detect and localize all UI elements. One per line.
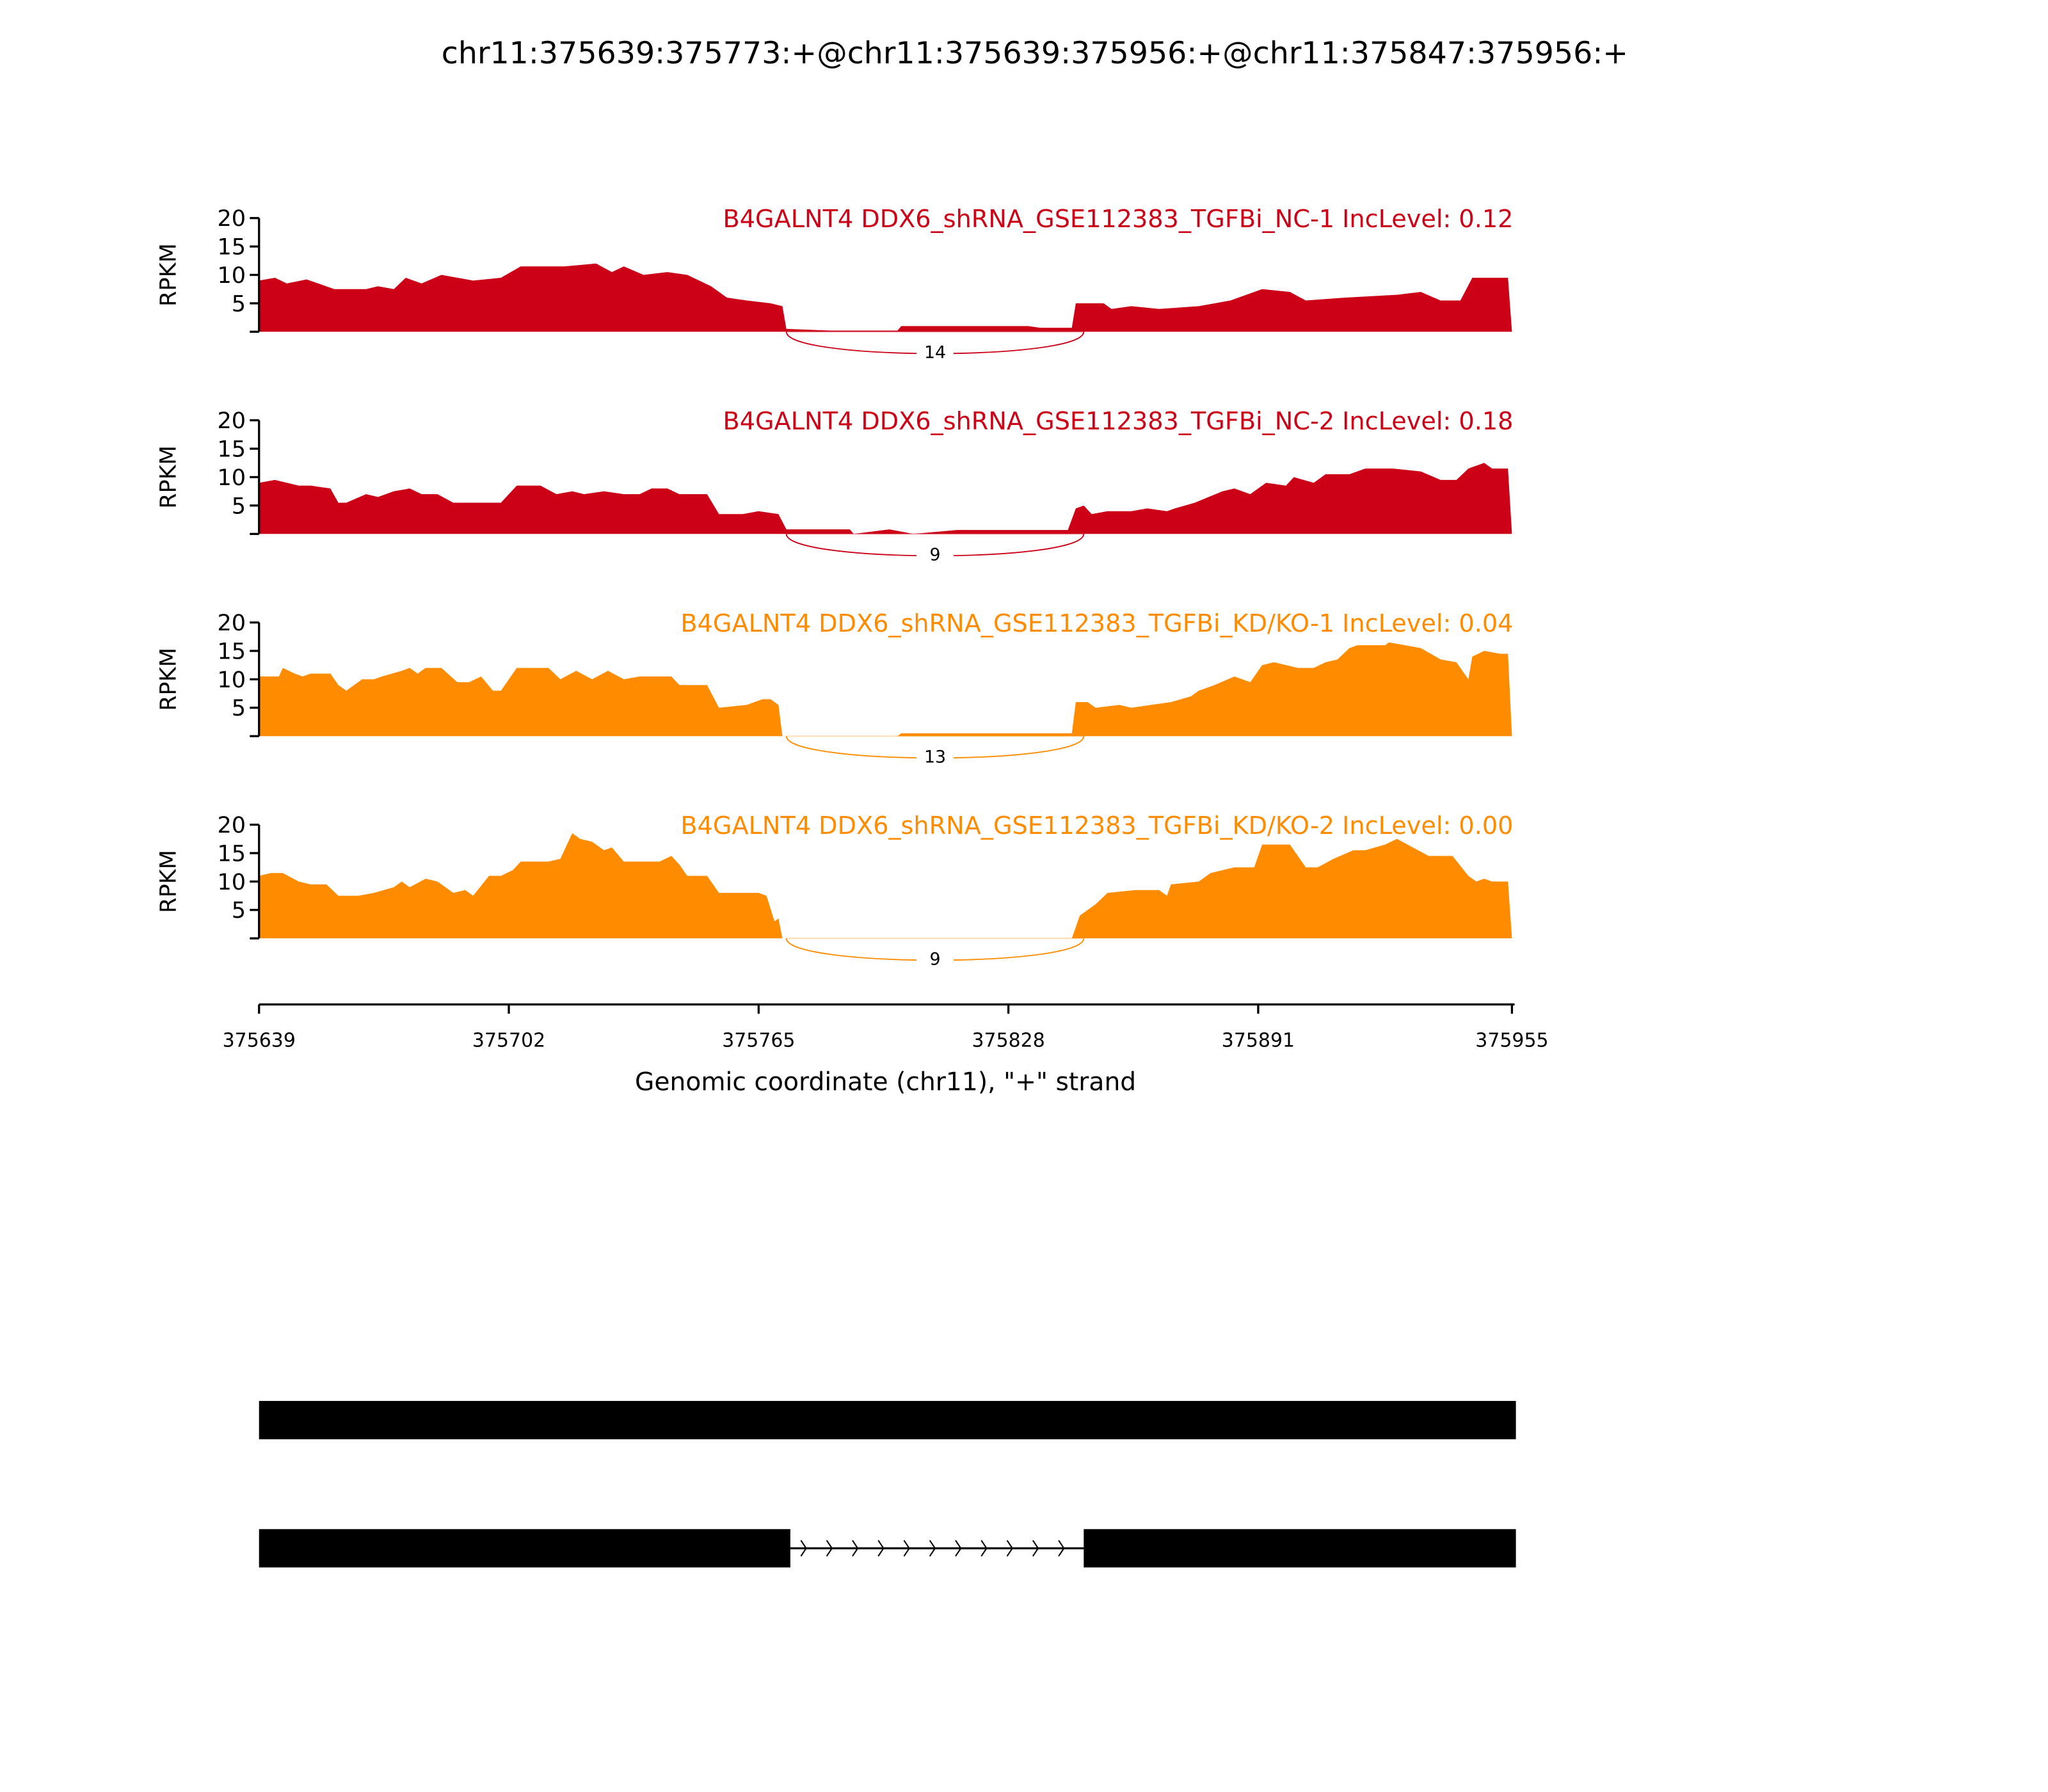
y-tick-label: 15 [217, 234, 246, 260]
y-tick-label: 20 [217, 812, 246, 838]
strand-arrow-icon [826, 1540, 833, 1557]
exon-block [259, 1400, 1516, 1439]
x-tick-label: 375702 [472, 1030, 545, 1052]
junction-count: 14 [924, 343, 946, 363]
strand-arrow-icon [1006, 1540, 1014, 1557]
junction-label-bg [916, 340, 954, 362]
y-tick-label: 5 [232, 291, 246, 317]
y-tick-label: 20 [217, 610, 246, 636]
exon-block [259, 1529, 790, 1568]
junction-label-bg [916, 745, 954, 767]
coverage-area [259, 463, 1512, 534]
y-tick-label: 15 [217, 638, 246, 664]
strand-arrow-icon [852, 1540, 859, 1557]
y-tick-label: 10 [217, 869, 246, 895]
panel-label: B4GALNT4 DDX6_shRNA_GSE112383_TGFBi_NC-2… [723, 408, 1514, 436]
exon-block [1084, 1529, 1516, 1568]
panel-label: B4GALNT4 DDX6_shRNA_GSE112383_TGFBi_KD/K… [680, 812, 1513, 840]
x-tick-label: 375828 [972, 1030, 1044, 1052]
panel-label: B4GALNT4 DDX6_shRNA_GSE112383_TGFBi_NC-1… [723, 205, 1514, 234]
strand-arrow-icon [903, 1540, 910, 1557]
chart-title: chr11:375639:375773:+@chr11:375639:37595… [442, 36, 1628, 71]
x-tick-label: 375639 [223, 1030, 296, 1052]
gene-model-track [259, 1529, 1516, 1568]
strand-arrow-icon [980, 1540, 988, 1557]
y-tick-label: 20 [217, 205, 246, 232]
coverage-area [259, 642, 1512, 737]
y-tick-label: 10 [217, 262, 246, 289]
strand-arrow-icon [955, 1540, 962, 1557]
gene-models [259, 1400, 1516, 1568]
y-axis-label: RPKM [156, 445, 182, 509]
gene-model-track [259, 1400, 1516, 1439]
y-axis-label: RPKM [156, 850, 182, 913]
x-axis-label: Genomic coordinate (chr11), "+" strand [635, 1068, 1136, 1097]
y-tick-label: 10 [217, 667, 246, 693]
junction-label-bg [916, 947, 954, 969]
x-tick-label: 375765 [722, 1030, 795, 1052]
strand-arrow-icon [800, 1540, 807, 1557]
y-tick-label: 5 [232, 897, 246, 924]
y-tick-label: 20 [217, 408, 246, 434]
junction-count: 9 [929, 949, 940, 969]
junction-count: 9 [929, 545, 940, 565]
junction-count: 13 [924, 748, 946, 767]
strand-arrow-icon [877, 1540, 884, 1557]
strand-arrow-icon [1032, 1540, 1039, 1557]
coverage-area [259, 263, 1512, 332]
y-tick-label: 15 [217, 840, 246, 867]
x-tick-label: 375891 [1222, 1030, 1295, 1052]
y-axis-label: RPKM [156, 243, 182, 307]
coverage-area [259, 833, 1512, 939]
junction-label-bg [916, 543, 954, 564]
y-tick-label: 10 [217, 465, 246, 491]
x-axis: 375639 375702 375765 375828 375891 375955 [223, 1003, 1549, 1052]
strand-arrow-icon [929, 1540, 936, 1557]
x-tick-label: 375955 [1475, 1030, 1548, 1052]
strand-arrow-icon [1058, 1540, 1065, 1557]
y-tick-label: 5 [232, 493, 246, 519]
y-axis-label: RPKM [156, 648, 182, 711]
panel-label: B4GALNT4 DDX6_shRNA_GSE112383_TGFBi_KD/K… [680, 610, 1513, 638]
y-tick-label: 15 [217, 436, 246, 462]
y-tick-label: 5 [232, 695, 246, 721]
